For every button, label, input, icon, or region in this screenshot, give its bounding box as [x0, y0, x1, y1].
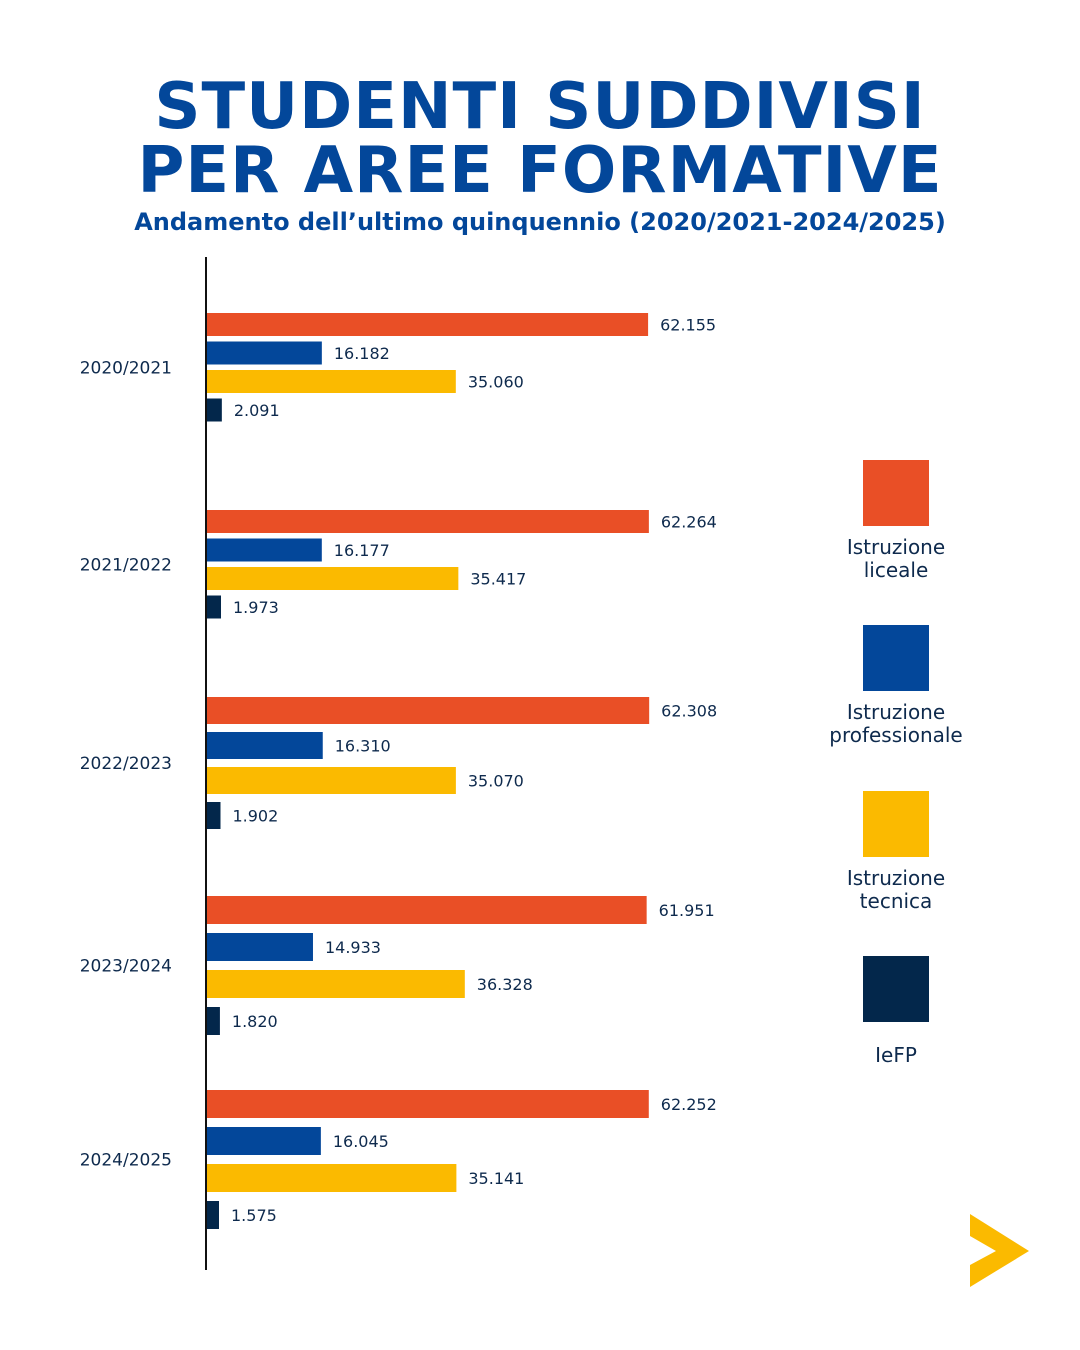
value-label: 1.902 [232, 807, 278, 826]
bar-2020-2021-3 [207, 398, 222, 422]
legend-swatch [863, 791, 929, 857]
bar-2023-2024-0 [207, 896, 647, 924]
legend-label: Istruzione liceale [846, 535, 946, 582]
chart-subtitle: Andamento dell’ultimo quinquennio (2020/… [134, 208, 946, 236]
legend-swatch [863, 956, 929, 1022]
bar-2020-2021-2 [207, 370, 456, 393]
value-label: 1.575 [231, 1206, 277, 1225]
bar-2024-2025-1 [207, 1127, 321, 1155]
bar-2023-2024-3 [207, 1007, 220, 1035]
bar-2023-2024-2 [207, 970, 465, 998]
next-arrow-icon[interactable] [966, 1212, 1036, 1292]
bar-2023-2024-1 [207, 933, 313, 961]
bar-2020-2021-0 [207, 313, 649, 336]
legend-item-iefp: IeFP [812, 956, 980, 1067]
legend-swatch [863, 625, 929, 691]
value-label: 61.951 [659, 901, 715, 920]
bar-2020-2021-1 [207, 341, 322, 365]
bar-2021-2022-2 [207, 567, 459, 590]
legend-item-tecnica: Istruzione tecnica [812, 791, 980, 913]
category-label: 2020/2021 [80, 358, 172, 378]
legend-label: Istruzione professionale [829, 700, 963, 747]
chart-title-line1: STUDENTI SUDDIVISI [154, 70, 926, 144]
bar-2022-2023-0 [207, 697, 650, 724]
value-label: 62.155 [660, 316, 716, 335]
value-label: 16.045 [333, 1132, 389, 1151]
chart-title-line2: PER AREE FORMATIVE [137, 134, 943, 208]
value-label: 1.973 [233, 598, 279, 617]
value-label: 62.252 [661, 1095, 717, 1114]
value-label: 35.070 [468, 772, 524, 791]
category-label: 2022/2023 [80, 754, 172, 774]
bar-2021-2022-3 [207, 595, 222, 619]
legend-item-liceale: Istruzione liceale [812, 460, 980, 582]
category-label: 2023/2024 [80, 957, 172, 977]
category-label: 2021/2022 [80, 555, 172, 575]
value-label: 16.310 [335, 737, 391, 756]
value-label: 14.933 [325, 938, 381, 957]
legend-label: Istruzione tecnica [846, 866, 946, 913]
value-label: 62.264 [661, 513, 717, 532]
bar-2022-2023-1 [207, 732, 323, 759]
legend-label: IeFP [875, 1043, 917, 1067]
bar-2024-2025-0 [207, 1090, 649, 1118]
bar-2022-2023-3 [207, 802, 221, 829]
bar-2022-2023-2 [207, 767, 456, 794]
value-label: 16.182 [334, 344, 390, 363]
value-label: 2.091 [234, 401, 280, 420]
value-label: 62.308 [661, 702, 717, 721]
value-label: 16.177 [334, 541, 390, 560]
bar-2024-2025-2 [207, 1164, 457, 1192]
value-label: 35.141 [468, 1169, 524, 1188]
bar-2021-2022-1 [207, 538, 322, 562]
legend-swatch [863, 460, 929, 526]
bar-2024-2025-3 [207, 1201, 219, 1229]
value-label: 35.060 [468, 373, 524, 392]
category-label: 2024/2025 [80, 1151, 172, 1171]
value-label: 35.417 [470, 570, 526, 589]
bar-2021-2022-0 [207, 510, 649, 533]
value-label: 1.820 [232, 1012, 278, 1031]
legend-item-professionale: Istruzione professionale [812, 625, 980, 747]
value-label: 36.328 [477, 975, 533, 994]
